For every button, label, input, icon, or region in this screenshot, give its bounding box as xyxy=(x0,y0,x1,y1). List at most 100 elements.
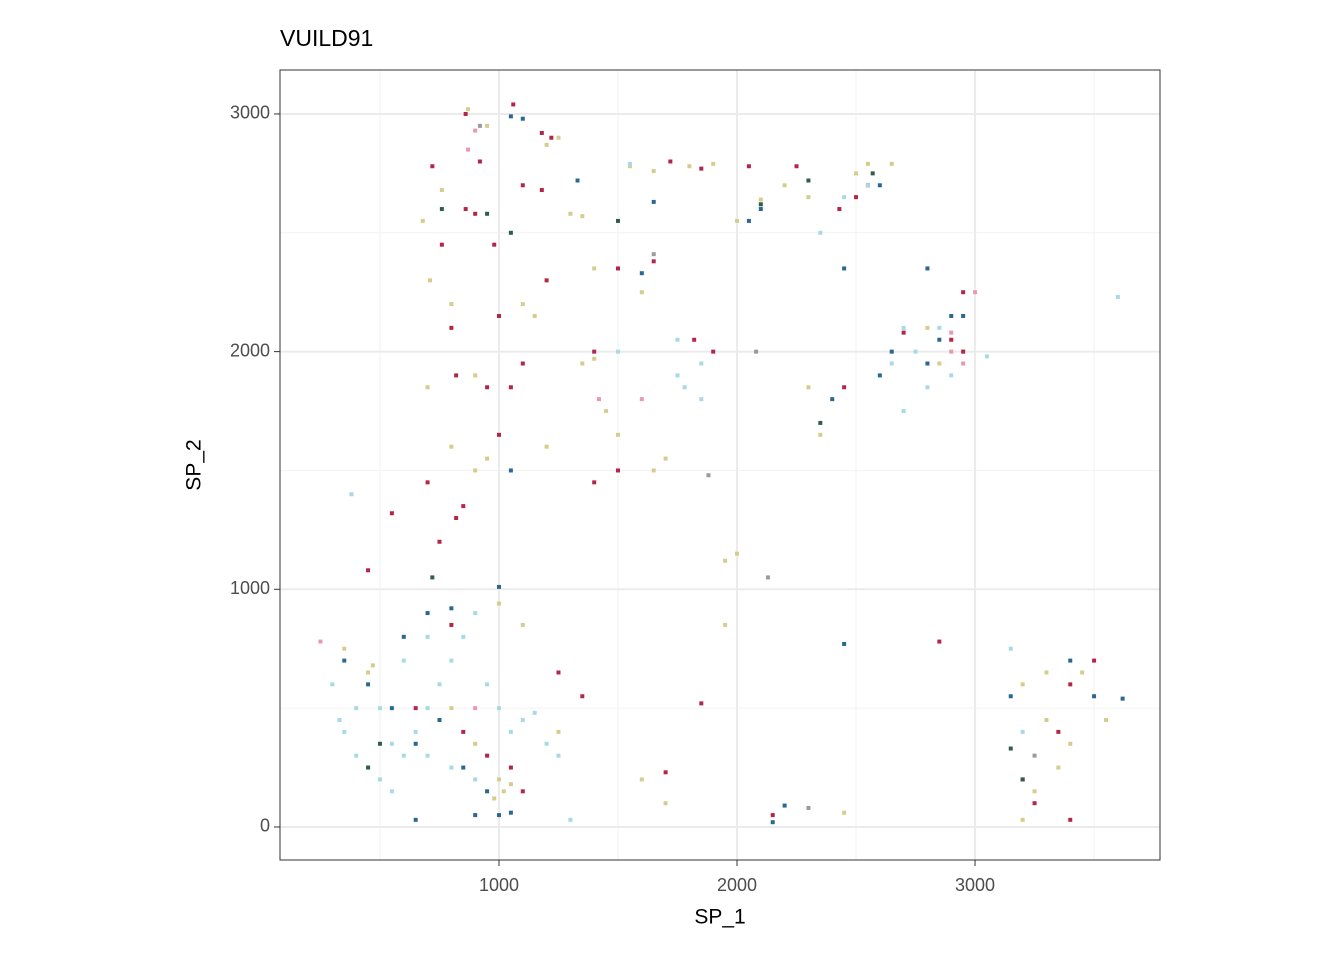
point xyxy=(806,805,811,810)
point xyxy=(925,266,930,271)
point xyxy=(485,789,490,794)
point xyxy=(616,349,621,354)
point xyxy=(439,242,444,247)
point xyxy=(485,123,490,128)
point xyxy=(723,558,728,563)
point xyxy=(925,385,930,390)
point xyxy=(592,356,597,361)
point xyxy=(770,820,775,825)
point xyxy=(854,195,859,200)
point xyxy=(425,480,430,485)
point xyxy=(349,492,354,497)
point xyxy=(508,810,513,815)
point xyxy=(318,639,323,644)
point xyxy=(806,195,811,200)
point xyxy=(949,337,954,342)
point xyxy=(1020,682,1025,687)
point xyxy=(639,777,644,782)
point xyxy=(687,164,692,169)
point xyxy=(473,741,478,746)
point xyxy=(711,349,716,354)
point xyxy=(449,325,454,330)
point xyxy=(937,337,942,342)
point xyxy=(556,135,561,140)
point xyxy=(420,218,425,223)
point xyxy=(425,634,430,639)
point xyxy=(520,622,525,627)
point xyxy=(430,575,435,580)
point xyxy=(496,601,501,606)
point xyxy=(366,682,371,687)
point xyxy=(532,710,537,715)
point xyxy=(842,266,847,271)
point xyxy=(473,128,478,133)
point xyxy=(520,183,525,188)
point xyxy=(651,169,656,174)
point xyxy=(427,278,432,283)
point xyxy=(699,701,704,706)
point xyxy=(877,373,882,378)
point xyxy=(492,796,497,801)
point xyxy=(818,432,823,437)
y-tick-label: 3000 xyxy=(230,103,270,123)
point xyxy=(401,634,406,639)
point xyxy=(354,706,359,711)
point xyxy=(520,789,525,794)
point xyxy=(463,111,468,116)
x-tick-label: 1000 xyxy=(479,875,519,895)
point xyxy=(473,373,478,378)
point xyxy=(692,337,697,342)
y-tick-label: 0 xyxy=(260,816,270,836)
point xyxy=(901,330,906,335)
point xyxy=(651,468,656,473)
point xyxy=(699,166,704,171)
y-tick-label: 2000 xyxy=(230,340,270,360)
point xyxy=(575,178,580,183)
point xyxy=(366,765,371,770)
point xyxy=(596,397,601,402)
point xyxy=(961,349,966,354)
point xyxy=(746,218,751,223)
point xyxy=(1068,658,1073,663)
point xyxy=(711,161,716,166)
point xyxy=(1032,753,1037,758)
point xyxy=(837,207,842,212)
point xyxy=(639,290,644,295)
point xyxy=(1120,696,1125,701)
point xyxy=(889,161,894,166)
point xyxy=(1020,817,1025,822)
point xyxy=(337,718,342,723)
point xyxy=(1008,694,1013,699)
point xyxy=(461,504,466,509)
point xyxy=(496,813,501,818)
point xyxy=(616,266,621,271)
point xyxy=(1020,777,1025,782)
x-tick-label: 3000 xyxy=(955,875,995,895)
point xyxy=(508,765,513,770)
point xyxy=(592,480,597,485)
point xyxy=(901,409,906,414)
point xyxy=(675,373,680,378)
point xyxy=(389,741,394,746)
point xyxy=(342,729,347,734)
point xyxy=(544,444,549,449)
point xyxy=(604,409,609,414)
point xyxy=(461,729,466,734)
point xyxy=(466,147,471,152)
point xyxy=(496,432,501,437)
point xyxy=(377,741,382,746)
point xyxy=(746,164,751,169)
point xyxy=(477,123,482,128)
point xyxy=(937,361,942,366)
point xyxy=(842,385,847,390)
point xyxy=(1020,729,1025,734)
point xyxy=(806,178,811,183)
point xyxy=(425,753,430,758)
point xyxy=(842,810,847,815)
point xyxy=(485,385,490,390)
point xyxy=(449,658,454,663)
point xyxy=(818,420,823,425)
point xyxy=(770,813,775,818)
point xyxy=(508,385,513,390)
point xyxy=(437,718,442,723)
